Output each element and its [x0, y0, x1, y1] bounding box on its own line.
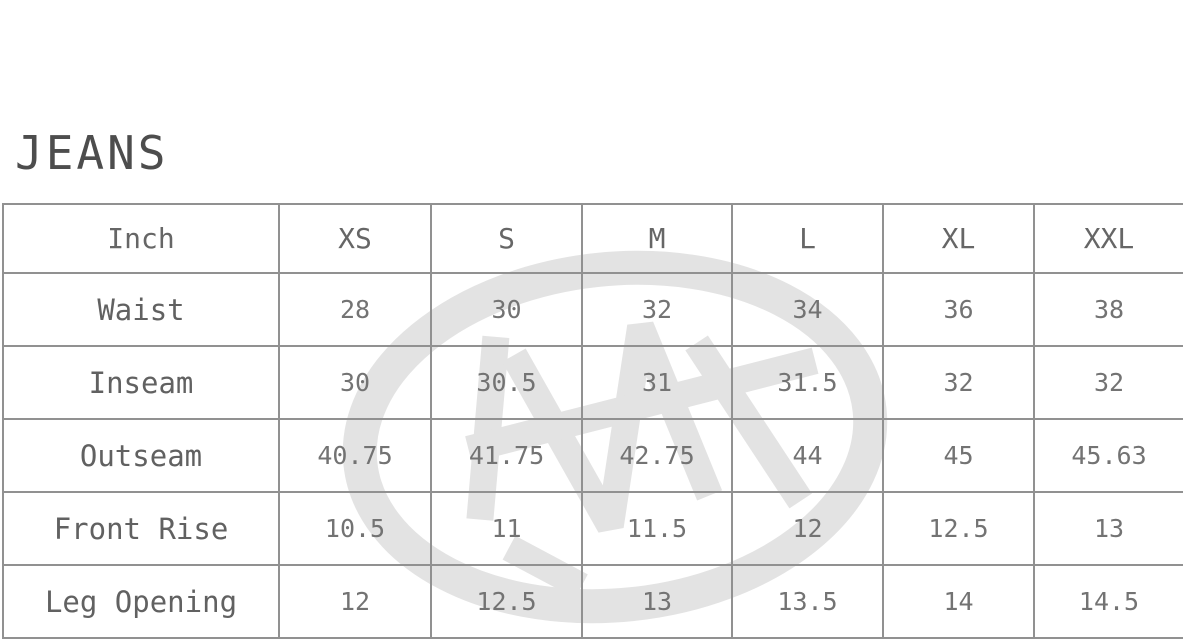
- row-label-cell: Front Rise: [2, 491, 280, 566]
- value-cell: 31.5: [731, 345, 884, 420]
- value-cell: 45: [882, 418, 1035, 493]
- value-cell: 11.5: [581, 491, 733, 566]
- value-cell: 13: [1033, 491, 1183, 566]
- value-cell: 13.5: [731, 564, 884, 639]
- row-label-cell: Inseam: [2, 345, 280, 420]
- value-cell: 36: [882, 272, 1035, 347]
- value-cell: 44: [731, 418, 884, 493]
- value-cell: 28: [278, 272, 432, 347]
- value-cell: 13: [581, 564, 733, 639]
- header-cell-size-xxl: XXL: [1033, 203, 1183, 274]
- value-cell: 41.75: [430, 418, 583, 493]
- value-cell: 12: [731, 491, 884, 566]
- header-cell-size-s: S: [430, 203, 583, 274]
- row-label-cell: Waist: [2, 272, 280, 347]
- header-cell-size-xs: XS: [278, 203, 432, 274]
- value-cell: 14.5: [1033, 564, 1183, 639]
- value-cell: 30.5: [430, 345, 583, 420]
- row-label-cell: Outseam: [2, 418, 280, 493]
- table-row-outseam: Outseam 40.75 41.75 42.75 44 45 45.63: [2, 418, 1183, 493]
- page-title: JEANS: [15, 126, 169, 180]
- value-cell: 45.63: [1033, 418, 1183, 493]
- header-cell-unit: Inch: [2, 203, 280, 274]
- value-cell: 32: [1033, 345, 1183, 420]
- value-cell: 38: [1033, 272, 1183, 347]
- table-row-inseam: Inseam 30 30.5 31 31.5 32 32: [2, 345, 1183, 420]
- row-label-cell: Leg Opening: [2, 564, 280, 639]
- size-chart-table: Inch XS S M L XL XXL Waist 28 30 32 34 3…: [2, 203, 1183, 639]
- header-cell-size-m: M: [581, 203, 733, 274]
- value-cell: 10.5: [278, 491, 432, 566]
- value-cell: 32: [882, 345, 1035, 420]
- table-row-waist: Waist 28 30 32 34 36 38: [2, 272, 1183, 347]
- value-cell: 42.75: [581, 418, 733, 493]
- value-cell: 12.5: [430, 564, 583, 639]
- value-cell: 14: [882, 564, 1035, 639]
- value-cell: 31: [581, 345, 733, 420]
- value-cell: 40.75: [278, 418, 432, 493]
- header-cell-size-l: L: [731, 203, 884, 274]
- value-cell: 34: [731, 272, 884, 347]
- table-header-row: Inch XS S M L XL XXL: [2, 203, 1183, 274]
- header-cell-size-xl: XL: [882, 203, 1035, 274]
- table-row-leg-opening: Leg Opening 12 12.5 13 13.5 14 14.5: [2, 564, 1183, 639]
- value-cell: 30: [278, 345, 432, 420]
- value-cell: 11: [430, 491, 583, 566]
- value-cell: 12: [278, 564, 432, 639]
- value-cell: 32: [581, 272, 733, 347]
- value-cell: 12.5: [882, 491, 1035, 566]
- value-cell: 30: [430, 272, 583, 347]
- table-row-front-rise: Front Rise 10.5 11 11.5 12 12.5 13: [2, 491, 1183, 566]
